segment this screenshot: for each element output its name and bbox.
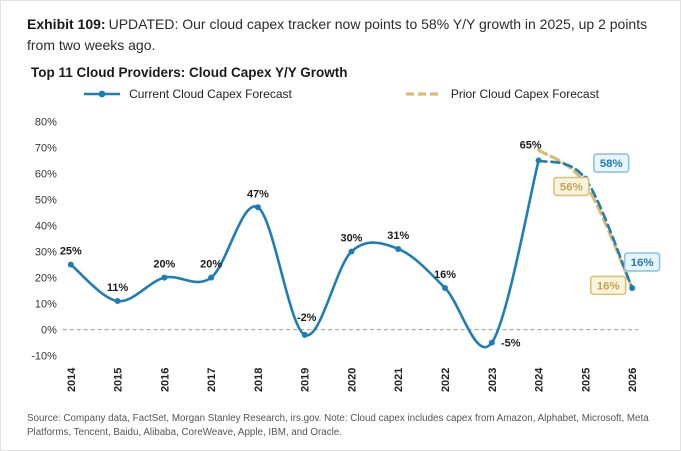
exhibit-header: Exhibit 109: UPDATED: Our cloud capex tra… (1, 1, 680, 56)
svg-text:2026: 2026 (627, 368, 639, 392)
svg-text:56%: 56% (560, 181, 583, 193)
svg-text:20%: 20% (35, 273, 57, 285)
svg-text:80%: 80% (35, 116, 57, 128)
svg-text:25%: 25% (60, 246, 82, 258)
chart-legend: Current Cloud Capex Forecast Prior Cloud… (1, 87, 680, 101)
capex-chart: 80%70%60%50%40%30%20%10%0%-10%2014 2015 20… (31, 116, 661, 392)
svg-text:30%: 30% (35, 247, 57, 259)
svg-text:60%: 60% (35, 168, 57, 180)
data-point-labels: 25% 11% 20% 20% 47% -2% 30% 31% 16% -5% 65% (60, 139, 542, 349)
prior-line-sample-icon (405, 92, 442, 96)
svg-text:0%: 0% (41, 325, 57, 337)
svg-text:-10%: -10% (31, 351, 57, 363)
svg-text:2021: 2021 (393, 368, 405, 392)
source-note: Source: Company data, FactSet, Morgan St… (27, 412, 649, 439)
svg-text:20%: 20% (153, 259, 175, 271)
chart-title: Top 11 Cloud Providers: Cloud Capex Y/Y … (31, 65, 348, 80)
forecast-label-boxes: 58% 56% 16% 16% (553, 153, 661, 296)
current-line-sample-icon (84, 90, 121, 98)
svg-text:11%: 11% (107, 282, 129, 294)
svg-text:2016: 2016 (159, 368, 171, 392)
svg-text:-2%: -2% (297, 312, 317, 324)
svg-text:16%: 16% (597, 280, 620, 292)
x-axis-labels: 2014 2015 2016 2017 2018 2019 2020 2021 2022 2023… (66, 367, 639, 392)
svg-text:40%: 40% (35, 221, 57, 233)
chart-area: 80% 70% 60% 50% 40% 30% 20% 10% 0% -10% 2014 2015 20… (1, 103, 680, 408)
svg-text:2015: 2015 (113, 368, 125, 392)
svg-text:2023: 2023 (487, 368, 499, 392)
svg-text:20%: 20% (200, 259, 222, 271)
svg-text:16%: 16% (434, 269, 456, 281)
svg-text:2022: 2022 (440, 368, 452, 392)
svg-text:2017: 2017 (206, 368, 218, 392)
svg-text:2018: 2018 (253, 368, 265, 392)
exhibit-title: UPDATED: Our cloud capex tracker now poi… (27, 16, 648, 53)
y-axis-labels: 80% 70% 60% 50% 40% 30% 20% 10% 0% -10% (31, 116, 57, 362)
exhibit-number: Exhibit 109: (27, 16, 106, 32)
legend-label-prior: Prior Cloud Capex Forecast (450, 87, 599, 101)
svg-text:2024: 2024 (534, 367, 546, 392)
svg-text:31%: 31% (387, 230, 409, 242)
svg-text:65%: 65% (520, 139, 542, 151)
svg-text:2014: 2014 (66, 367, 78, 392)
legend-label-current: Current Cloud Capex Forecast (129, 87, 292, 101)
svg-text:2025: 2025 (580, 368, 592, 392)
svg-text:58%: 58% (600, 158, 623, 170)
svg-text:70%: 70% (35, 142, 57, 154)
svg-text:47%: 47% (247, 188, 269, 200)
svg-text:-5%: -5% (501, 338, 521, 350)
legend-item-prior: Prior Cloud Capex Forecast (404, 87, 599, 101)
legend-item-current: Current Cloud Capex Forecast (82, 87, 292, 101)
data-point-markers (67, 157, 636, 346)
svg-text:10%: 10% (35, 299, 57, 311)
svg-text:50%: 50% (35, 194, 57, 206)
svg-text:2019: 2019 (300, 368, 312, 392)
svg-text:2020: 2020 (346, 368, 358, 392)
svg-text:16%: 16% (631, 257, 654, 269)
svg-text:30%: 30% (340, 233, 362, 245)
